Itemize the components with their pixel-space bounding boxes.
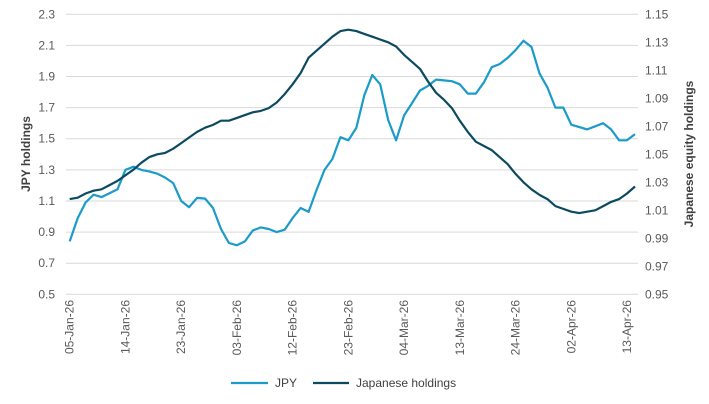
right-tick-label: 1.01 bbox=[645, 203, 669, 217]
x-tick-label: 02-Apr-26 bbox=[564, 300, 578, 354]
x-tick-label: 03-Feb-26 bbox=[230, 300, 244, 356]
legend-label-jpy: JPY bbox=[275, 376, 297, 390]
right-tick-label: 1.13 bbox=[645, 35, 669, 49]
x-axis-ticks: 05-Jan-26 14-Jan-26 23-Jan-26 03-Feb-26 12-F… bbox=[63, 300, 634, 356]
series-line-japanese-holdings bbox=[69, 28, 636, 215]
x-tick-label: 13-Apr-26 bbox=[620, 300, 634, 354]
left-tick-label: 1.1 bbox=[38, 194, 55, 208]
x-tick-label: 04-Mar-26 bbox=[397, 300, 411, 356]
x-tick-label: 12-Feb-26 bbox=[286, 300, 300, 356]
right-tick-label: 0.95 bbox=[645, 287, 669, 301]
left-axis-title: JPY holdings bbox=[19, 116, 33, 192]
x-tick-label: 23-Jan-26 bbox=[174, 300, 188, 354]
right-tick-label: 0.97 bbox=[645, 259, 669, 273]
left-tick-label: 1.7 bbox=[38, 101, 55, 115]
left-tick-label: 2.3 bbox=[38, 7, 55, 21]
legend-label-japanese-holdings: Japanese holdings bbox=[356, 376, 456, 390]
right-tick-label: 1.07 bbox=[645, 119, 669, 133]
right-tick-label: 0.99 bbox=[645, 231, 669, 245]
left-tick-label: 1.3 bbox=[38, 163, 55, 177]
x-tick-label: 24-Mar-26 bbox=[509, 300, 523, 356]
left-tick-label: 0.9 bbox=[38, 225, 55, 239]
right-tick-label: 1.09 bbox=[645, 91, 669, 105]
right-tick-label: 1.15 bbox=[645, 7, 669, 21]
legend: JPY Japanese holdings bbox=[231, 376, 456, 390]
series-line-jpy bbox=[68, 39, 636, 247]
right-axis-ticks: 1.15 1.13 1.11 1.09 1.07 1.05 1.03 1.01 0.99 0.97… bbox=[645, 7, 669, 301]
x-tick-label: 05-Jan-26 bbox=[63, 300, 77, 354]
left-tick-label: 0.7 bbox=[38, 256, 55, 270]
x-tick-label: 14-Jan-26 bbox=[118, 300, 132, 354]
x-tick-label: 23-Feb-26 bbox=[341, 300, 355, 356]
left-tick-label: 2.1 bbox=[38, 38, 55, 52]
x-tick-label: 13-Mar-26 bbox=[453, 300, 467, 356]
right-tick-label: 1.03 bbox=[645, 175, 669, 189]
right-axis-title: Japanese equity holdings bbox=[682, 80, 696, 227]
left-tick-label: 0.5 bbox=[38, 287, 55, 301]
gridlines bbox=[66, 13, 638, 295]
right-tick-label: 1.05 bbox=[645, 147, 669, 161]
left-tick-label: 1.9 bbox=[38, 70, 55, 84]
left-tick-label: 1.5 bbox=[38, 132, 55, 146]
series-lines bbox=[68, 28, 636, 247]
left-axis-ticks: 2.3 2.1 1.9 1.7 1.5 1.3 1.1 0.9 0.7 0.5 bbox=[38, 7, 55, 301]
right-tick-label: 1.11 bbox=[645, 63, 668, 77]
